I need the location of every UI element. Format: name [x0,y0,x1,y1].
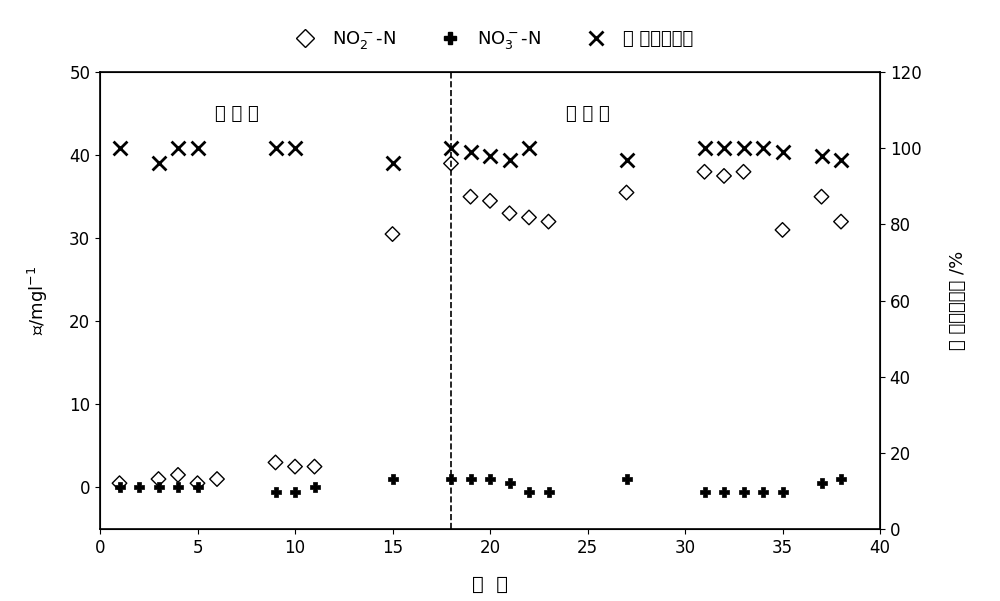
Point [482,151,498,160]
Point [190,144,206,153]
Point [170,144,186,153]
Point [462,147,479,157]
Point [618,474,635,484]
Point [287,462,303,471]
Point [482,196,498,206]
Text: 周  期: 周 期 [472,575,508,594]
Point [696,144,712,153]
Point [736,487,752,496]
Point [716,487,732,496]
Point [833,474,849,484]
Point [112,483,128,492]
Point [150,159,166,168]
Text: 培 养 期: 培 养 期 [215,105,258,123]
Point [131,483,147,492]
Point [462,192,479,201]
Point [112,144,128,153]
Point [716,171,732,181]
Point [287,487,303,496]
Point [150,483,166,492]
Point [268,457,284,467]
Point [774,147,790,157]
Point [716,144,732,153]
Point [462,474,479,484]
Point [384,159,400,168]
Text: 氮/mgl$^{-1}$: 氮/mgl$^{-1}$ [26,266,50,335]
Point [482,474,498,484]
Point [112,478,128,488]
Point [618,155,635,165]
Point [190,483,206,492]
Point [540,487,556,496]
Point [209,474,225,484]
Point [814,151,830,160]
Point [268,144,284,153]
Point [814,478,830,488]
Point [755,487,771,496]
Point [170,470,186,480]
Point [736,144,752,153]
Point [443,144,459,153]
Point [755,144,771,153]
Legend: NO$_2^-$-N, NO$_3^-$-N, 亚 硝酸积累率: NO$_2^-$-N, NO$_3^-$-N, 亚 硝酸积累率 [280,22,700,58]
Point [696,167,712,177]
Point [618,188,635,197]
Text: 稳 定 期: 稳 定 期 [566,105,609,123]
Point [521,487,537,496]
Point [502,478,518,488]
Point [190,478,206,488]
Point [443,159,459,168]
Point [384,229,400,239]
Point [502,155,518,165]
Point [150,474,166,484]
Point [814,192,830,201]
Point [736,167,752,177]
Point [774,225,790,235]
Text: 亚 硝酸积累率 /%: 亚 硝酸积累率 /% [949,251,967,350]
Point [833,155,849,165]
Point [268,487,284,496]
Point [443,474,459,484]
Point [384,474,400,484]
Point [306,483,322,492]
Point [170,483,186,492]
Point [502,209,518,218]
Point [540,217,556,227]
Point [833,217,849,227]
Point [774,487,790,496]
Point [306,462,322,471]
Point [521,144,537,153]
Point [287,144,303,153]
Point [521,213,537,222]
Point [696,487,712,496]
